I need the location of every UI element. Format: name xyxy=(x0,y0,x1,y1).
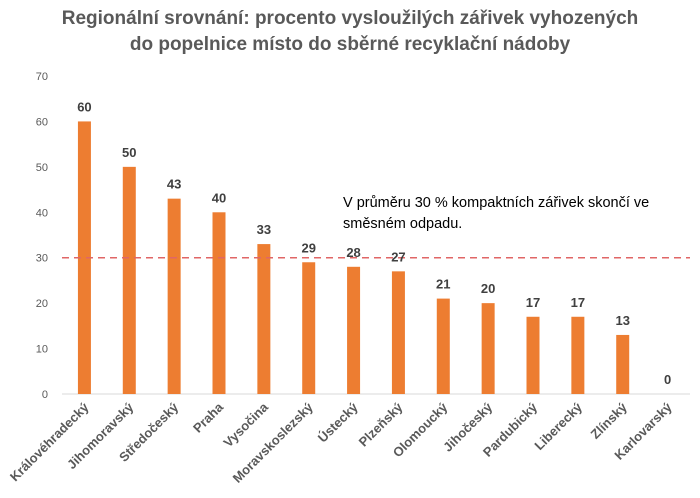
value-label: 17 xyxy=(526,295,540,310)
annotation-line-2: směsném odpadu. xyxy=(343,216,463,232)
data-labels: 60 50 43 40 33 29 28 27 21 20 17 17 13 0 xyxy=(77,99,671,387)
y-tick-label: 60 xyxy=(36,116,48,128)
y-tick-label: 30 xyxy=(36,253,48,265)
category-label: Zlínský xyxy=(588,399,631,442)
chart-title-line-2: do popelnice místo do sběrné recyklační … xyxy=(129,34,571,55)
value-label: 43 xyxy=(167,177,181,192)
value-label: 50 xyxy=(122,145,136,160)
value-label: 13 xyxy=(615,313,629,328)
bar xyxy=(526,316,540,394)
bar xyxy=(302,262,316,394)
bar xyxy=(436,298,450,394)
category-label: Liberecký xyxy=(531,399,585,453)
value-label: 21 xyxy=(436,277,450,292)
category-label: Královéhradecký xyxy=(7,399,92,484)
chart-title-line-1: Regionální srovnání: procento vysloužilý… xyxy=(61,8,639,29)
value-label: 17 xyxy=(571,295,585,310)
bar xyxy=(77,121,91,394)
bar xyxy=(481,303,495,394)
value-label: 28 xyxy=(346,245,360,260)
value-label: 60 xyxy=(77,99,91,114)
y-tick-label: 10 xyxy=(36,344,48,356)
bar xyxy=(122,166,136,394)
y-tick-label: 70 xyxy=(36,71,48,83)
bar xyxy=(257,244,271,394)
y-axis: 0 10 20 30 40 50 60 70 xyxy=(36,71,48,401)
category-label: Ústecký xyxy=(315,399,361,445)
bar xyxy=(167,198,181,394)
value-label: 20 xyxy=(481,281,495,296)
bar xyxy=(571,316,585,394)
category-label: Praha xyxy=(190,399,227,436)
average-annotation: V průměru 30 % kompaktních zářivek skonč… xyxy=(343,193,673,235)
value-label: 40 xyxy=(212,190,226,205)
y-tick-label: 50 xyxy=(36,162,48,174)
value-label: 33 xyxy=(257,222,271,237)
category-label: Moravskoslezský xyxy=(230,399,317,486)
value-label: 0 xyxy=(664,372,671,387)
y-tick-label: 20 xyxy=(36,298,48,310)
value-label: 29 xyxy=(301,240,315,255)
bar xyxy=(616,334,630,394)
annotation-line-1: V průměru 30 % kompaktních zářivek skonč… xyxy=(343,195,650,211)
value-label: 27 xyxy=(391,249,405,264)
y-tick-label: 40 xyxy=(36,207,48,219)
bar xyxy=(391,271,405,394)
y-tick-label: 0 xyxy=(42,389,48,401)
bar xyxy=(212,212,226,394)
bar xyxy=(347,266,361,394)
